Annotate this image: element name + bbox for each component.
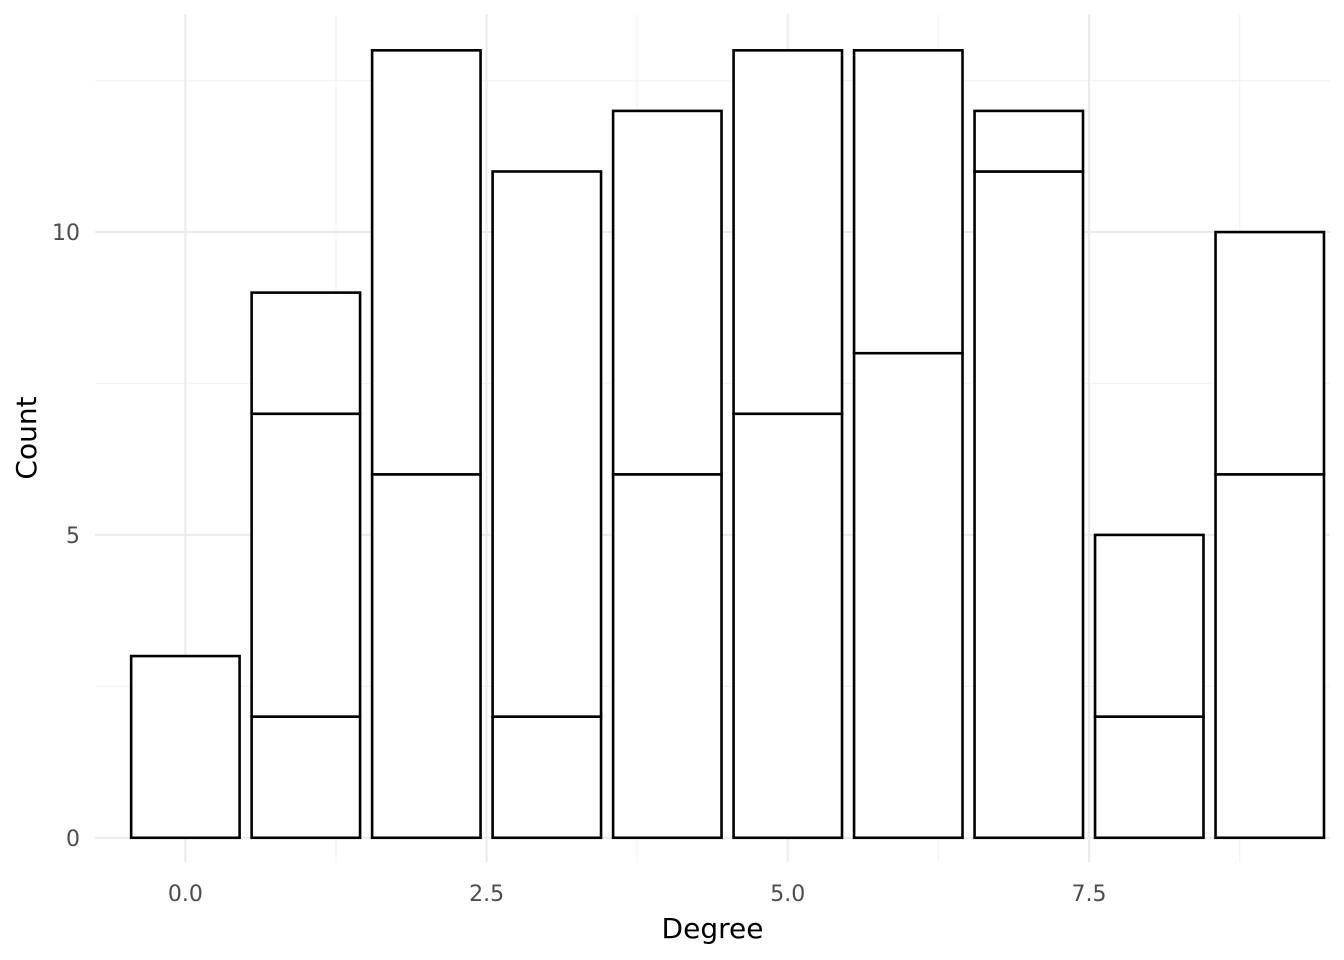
- bar-degree-5: [732, 49, 844, 840]
- x-tick-labels: 0.0 2.5 5.0 7.5: [168, 882, 1107, 907]
- bar-segment: [370, 473, 482, 840]
- bar-degree-8: [1093, 533, 1205, 840]
- x-tick-label: 5.0: [770, 882, 805, 907]
- bar-degree-0: [129, 654, 241, 840]
- bar-segment: [732, 49, 844, 416]
- bar-degree-2: [370, 49, 482, 840]
- bar-segment: [250, 412, 362, 718]
- bar-segment: [1214, 230, 1326, 476]
- bar-segment: [250, 291, 362, 416]
- bar-segment: [370, 49, 482, 476]
- bar-segment: [611, 109, 723, 476]
- x-tick-label: 0.0: [168, 882, 203, 907]
- bar-segment: [129, 654, 241, 840]
- bar-segment: [1214, 473, 1326, 840]
- bar-degree-7: [973, 109, 1085, 840]
- bar-segment: [1093, 715, 1205, 840]
- bar-segment: [852, 49, 964, 355]
- bar-segment: [973, 109, 1085, 173]
- y-tick-labels: 0 5 10: [52, 221, 80, 852]
- bar-segment: [852, 351, 964, 840]
- bar-segment: [1093, 533, 1205, 718]
- bar-degree-1: [250, 291, 362, 840]
- bar-degree-4: [611, 109, 723, 840]
- bar-degree-9: [1214, 230, 1326, 840]
- x-tick-label: 2.5: [469, 882, 504, 907]
- x-axis-title: Degree: [662, 912, 764, 945]
- bar-segment: [732, 412, 844, 840]
- bar-segment: [491, 715, 603, 840]
- y-axis-title: Count: [10, 396, 43, 479]
- bar-segment: [611, 473, 723, 840]
- y-tick-label: 5: [66, 524, 80, 549]
- bar-segment: [491, 170, 603, 718]
- bar-segment: [250, 715, 362, 840]
- y-tick-label: 0: [66, 827, 80, 852]
- x-tick-label: 7.5: [1072, 882, 1107, 907]
- y-tick-label: 10: [52, 221, 80, 246]
- bar-segment: [973, 170, 1085, 840]
- bar-degree-3: [491, 170, 603, 840]
- bar-degree-6: [852, 49, 964, 840]
- bars: [129, 49, 1326, 840]
